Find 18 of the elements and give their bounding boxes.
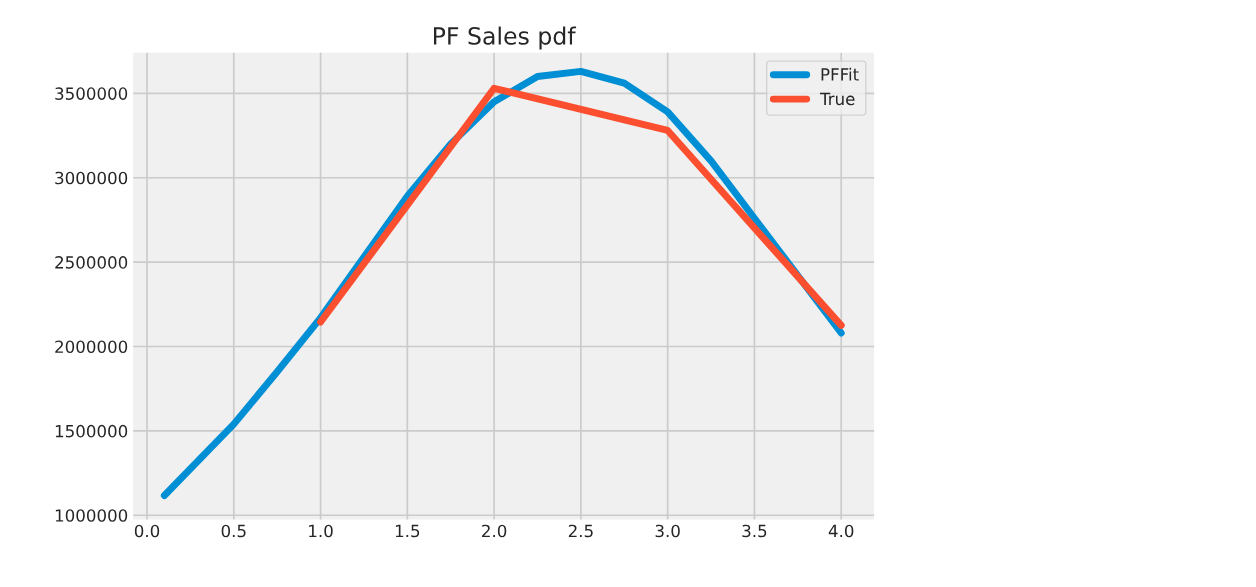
y-tick-label: 2000000	[55, 340, 128, 354]
x-tick-label: 2.5	[568, 524, 593, 538]
y-tick-label: 3500000	[55, 87, 128, 100]
x-tick-label: 1.0	[309, 524, 333, 538]
x-tick-label: 3.0	[655, 524, 680, 538]
x-tick-label: 4.0	[828, 524, 854, 538]
y-tick-label: 2500000	[55, 256, 128, 269]
x-tick-label: 1.5	[395, 524, 420, 538]
y-tick-label: 3000000	[55, 171, 128, 185]
legend-label: True	[819, 92, 855, 106]
legend-label: PFFit	[821, 67, 859, 81]
y-tick-label: 1000000	[55, 509, 128, 522]
x-tick-label: 3.5	[742, 524, 767, 538]
y-tick-label: 1500000	[55, 424, 128, 438]
x-tick-label: 0.5	[221, 524, 246, 538]
x-tick-label: 0.0	[134, 524, 160, 538]
chart-title: PF Sales pdf	[433, 26, 577, 50]
x-tick-label: 2.0	[482, 524, 507, 538]
